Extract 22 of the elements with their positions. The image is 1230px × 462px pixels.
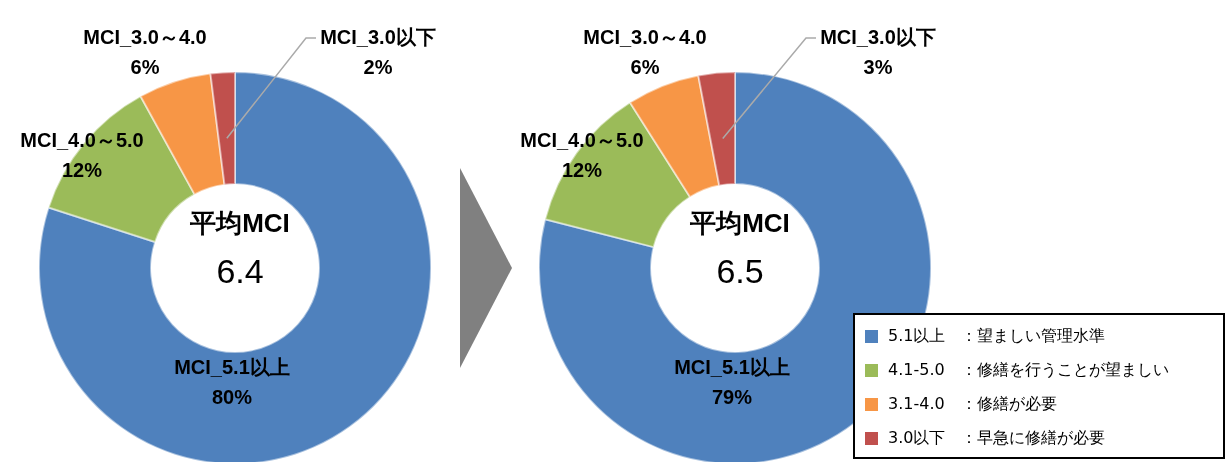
slice-label: MCI_5.1以上 (674, 356, 790, 378)
category-label: 5.1以上 ：望ましい管理水準 (888, 325, 1106, 347)
slice-label: MCI_5.1以上 (174, 356, 290, 378)
category-label: 3.1-4.0 ：修繕が必要 (888, 393, 1057, 415)
slice-label: MCI_3.0以下 (820, 26, 936, 48)
text: 平均MCI (189, 208, 290, 238)
slice-label: MCI_3.0以下 (320, 26, 436, 48)
data-label: 3% (863, 56, 893, 78)
category-label: 3.0以下 ：早急に修繕が必要 (888, 427, 1106, 449)
data-label: 6% (130, 56, 160, 78)
category-label: 4.1-5.0 ：修繕を行うことが望ましい (888, 359, 1169, 381)
data-label: 12% (561, 159, 603, 181)
data-label: 2% (363, 56, 393, 78)
data-label: 6% (630, 56, 660, 78)
slice-label: MCI_3.0～4.0 (83, 26, 207, 48)
text: 6.4 (216, 252, 264, 290)
data-label: 79% (711, 386, 753, 408)
slice-label: MCI_3.0～4.0 (583, 26, 707, 48)
data-label: 80% (211, 386, 253, 408)
text: 6.5 (716, 252, 764, 290)
data-label: 12% (61, 159, 103, 181)
text: 平均MCI (689, 208, 790, 238)
